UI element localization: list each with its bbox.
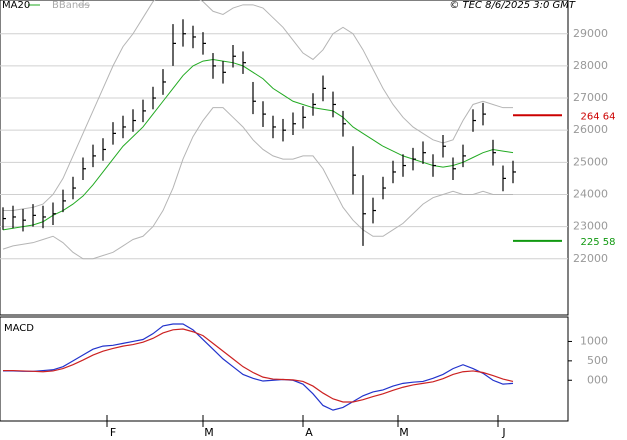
y-tick-label: 500 <box>587 354 608 367</box>
price-panel <box>0 0 569 316</box>
x-tick-label: J <box>501 426 505 439</box>
x-tick-label: M <box>204 426 214 439</box>
legend-label: MA20 <box>2 0 30 11</box>
macd-line <box>3 323 514 411</box>
macd-title: MACD <box>4 323 34 334</box>
level-label: 225 58 <box>581 237 616 248</box>
level-label: 264 64 <box>581 111 616 122</box>
legend-label: BBands <box>52 0 90 11</box>
macd-panel <box>0 316 569 422</box>
y-tick-label: 29000 <box>573 27 608 40</box>
indicator-line <box>2 107 513 260</box>
y-tick-label: 24000 <box>573 187 608 200</box>
indicator-line <box>3 0 513 212</box>
indicator-line <box>2 58 514 231</box>
credit: © TEC 8/6/2025 3:0 GMT <box>449 0 576 11</box>
y-tick-label: 27000 <box>573 91 608 104</box>
x-tick-label: M <box>399 426 409 439</box>
y-tick-label: 1000 <box>580 334 608 347</box>
y-tick-label: 000 <box>587 373 608 386</box>
y-tick-label: 26000 <box>573 123 608 136</box>
x-tick-label: A <box>305 426 313 439</box>
x-tick-label: F <box>110 426 116 439</box>
macd-line <box>3 328 514 403</box>
y-tick-label: 22000 <box>573 252 608 265</box>
y-tick-label: 25000 <box>573 155 608 168</box>
y-tick-label: 23000 <box>573 220 608 233</box>
y-tick-label: 28000 <box>573 59 608 72</box>
